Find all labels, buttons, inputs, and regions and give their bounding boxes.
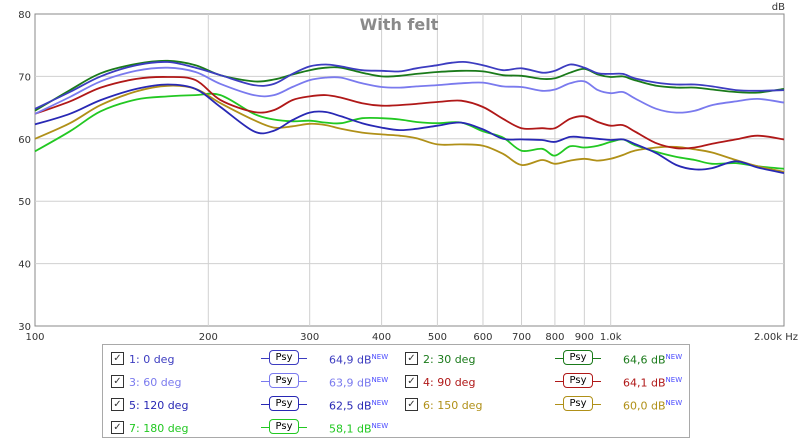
x-tick-label: 700 [512,332,531,340]
legend-psy-button[interactable]: Psy [563,396,593,411]
legend-series-name: 4: 90 deg [423,376,476,389]
x-tick-label: 300 [300,332,319,340]
legend-level-value: 64,9 dBNEW [329,353,389,367]
legend-level-value: 58,1 dBNEW [329,422,389,436]
legend-level-value: 64,1 dBNEW [623,376,683,390]
x-tick-label: 600 [473,332,492,340]
y-tick-label: 40 [18,260,31,271]
legend-series-name: 3: 60 deg [129,376,182,389]
x-tick-label: 900 [575,332,594,340]
legend-entry: ✓ 3: 60 deg Psy 63,9 dBNEW [111,373,391,391]
legend-entry: ✓ 6: 150 deg Psy 60,0 dBNEW [405,396,685,414]
legend-psy-button[interactable]: Psy [563,373,593,388]
legend-entry: ✓ 1: 0 deg Psy 64,9 dBNEW [111,350,391,368]
legend-new-tag: NEW [665,353,683,361]
legend-new-tag: NEW [665,399,683,407]
legend-series-name: 7: 180 deg [129,422,189,435]
plot-frame [34,13,785,327]
legend-series-name: 6: 150 deg [423,399,483,412]
legend-checkbox[interactable]: ✓ [405,375,418,388]
legend-psy-button[interactable]: Psy [563,350,593,365]
legend-new-tag: NEW [665,376,683,384]
series-line-4-90-deg [34,76,785,150]
legend-checkbox[interactable]: ✓ [111,421,124,434]
grid-lines [35,14,784,326]
legend-new-tag: NEW [371,399,389,407]
legend-level-value: 63,9 dBNEW [329,376,389,390]
legend-new-tag: NEW [371,353,389,361]
legend-entry: ✓ 5: 120 deg Psy 62,5 dBNEW [111,396,391,414]
x-tick-label: 800 [545,332,564,340]
chart-title: With felt [360,15,439,34]
y-tick-label: 80 [18,10,31,21]
legend-level-value: 60,0 dBNEW [623,399,683,413]
legend-checkbox[interactable]: ✓ [111,352,124,365]
x-tick-label: 1,0k [600,332,622,340]
x-tick-label: 500 [428,332,447,340]
legend-checkbox[interactable]: ✓ [405,398,418,411]
legend-series-name: 2: 30 deg [423,353,476,366]
y-tick-label: 60 [18,135,31,146]
series-line-3-60-deg [34,66,785,115]
legend-entry: ✓ 2: 30 deg Psy 64,6 dBNEW [405,350,685,368]
y-tick-label: 70 [18,72,31,83]
y-axis-label: dB [772,2,785,13]
legend-series-name: 5: 120 deg [129,399,189,412]
legend-new-tag: NEW [371,422,389,430]
legend-psy-button[interactable]: Psy [269,373,299,388]
legend-level-value: 64,6 dBNEW [623,353,683,367]
legend-level-value: 62,5 dBNEW [329,399,389,413]
response-chart: 100 200 300 400 500 600 700 800 900 1,0k 2,00k Hz 3… [18,2,798,340]
legend-entry: ✓ 7: 180 deg Psy 58,1 dBNEW [111,419,391,437]
tick-labels: 100 200 300 400 500 600 700 800 900 1,0k 2,00k Hz 3… [18,10,798,340]
series-line-6-150-deg [34,84,785,173]
y-tick-label: 50 [18,197,31,208]
y-tick-label: 30 [18,322,31,333]
legend-psy-button[interactable]: Psy [269,419,299,434]
legend-series-name: 1: 0 deg [129,353,175,366]
legend-psy-button[interactable]: Psy [269,350,299,365]
legend-checkbox[interactable]: ✓ [111,375,124,388]
legend-checkbox[interactable]: ✓ [111,398,124,411]
series-line-5-120-deg [34,83,785,174]
legend-psy-button[interactable]: Psy [269,396,299,411]
series-line-1-0-deg [34,60,785,110]
legend-new-tag: NEW [371,376,389,384]
series-lines [34,59,785,174]
legend-entry: ✓ 4: 90 deg Psy 64,1 dBNEW [405,373,685,391]
legend-checkbox[interactable]: ✓ [405,352,418,365]
x-tick-label: 400 [372,332,391,340]
x-tick-label: 200 [199,332,218,340]
legend-panel: ✓ 1: 0 deg Psy 64,9 dBNEW ✓ 2: 30 deg Psy 64,6 … [102,344,690,438]
x-tick-label: 100 [25,332,44,340]
x-tick-label: 2,00k Hz [754,332,798,340]
